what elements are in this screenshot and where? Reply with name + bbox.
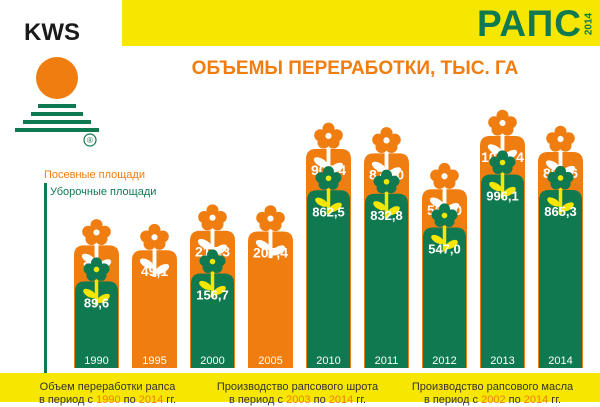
rapeseed-flower-icon bbox=[255, 205, 286, 259]
chart-title: ОБЪЕМЫ ПЕРЕРАБОТКИ, ТЫС. ГА bbox=[191, 58, 519, 79]
rapeseed-flower-icon bbox=[139, 223, 170, 277]
footer-2-title: Производство рапсового шрота bbox=[216, 381, 379, 393]
tick-label-2011: 2011 bbox=[375, 355, 399, 367]
rapeseed-flower-icon bbox=[83, 257, 110, 306]
bar-harvested-label-2010: 862,5 bbox=[312, 204, 345, 219]
footer-band bbox=[0, 373, 600, 402]
registered-mark-text: ® bbox=[87, 136, 93, 145]
footer-block-3: Производство рапсового масла в период с … bbox=[400, 381, 585, 407]
bar-harvested-label-2011: 832,8 bbox=[370, 208, 403, 223]
logo-stripe-2 bbox=[31, 112, 83, 116]
rapeseed-flower-icon bbox=[199, 249, 226, 298]
legend-harvested: Уборочные площади bbox=[50, 186, 157, 198]
tick-label-1995: 1995 bbox=[142, 355, 166, 367]
bar-sown-label-2005: 207,4 bbox=[253, 245, 288, 261]
legend-sown: Посевные площади bbox=[44, 169, 145, 181]
bar-sown-label-1995: 49,1 bbox=[141, 263, 168, 279]
logo-stripe-1 bbox=[38, 104, 76, 108]
kws-logo: KWS ® bbox=[15, 19, 99, 147]
bar-harvested-label-2012: 547,0 bbox=[428, 241, 461, 256]
bar-harvested-2000 bbox=[191, 273, 234, 368]
logo-stripe-4 bbox=[15, 128, 99, 132]
bar-harvested-label-1990: 89,6 bbox=[84, 295, 109, 310]
kws-logo-text: KWS bbox=[24, 19, 80, 46]
bar-harvested-1990 bbox=[75, 281, 118, 368]
bar-harvested-label-2013: 996,1 bbox=[486, 189, 519, 204]
rapeseed-flower-icon bbox=[197, 204, 228, 258]
footer-block-1: Объем переработки рапса в период с 1990 … bbox=[15, 381, 200, 407]
tick-label-1990: 1990 bbox=[84, 355, 108, 367]
footer-1-title: Объем переработки рапса bbox=[39, 381, 176, 393]
logo-sun-icon bbox=[36, 57, 78, 99]
legend-divider bbox=[44, 183, 47, 373]
footer-block-2: Производство рапсового шрота в период с … bbox=[205, 381, 390, 407]
tick-label-2010: 2010 bbox=[316, 355, 340, 367]
bar-harvested-2013 bbox=[481, 174, 524, 368]
rapeseed-flower-icon bbox=[431, 203, 458, 252]
bar-harvested-label-2000: 156,7 bbox=[196, 288, 229, 303]
rapeseed-flower-icon bbox=[545, 125, 576, 179]
registered-mark-icon bbox=[83, 133, 97, 147]
bar-harvested-2011 bbox=[365, 193, 408, 368]
rapeseed-flower-icon bbox=[373, 169, 400, 218]
tick-label-2005: 2005 bbox=[258, 355, 282, 367]
tick-label-2000: 2000 bbox=[200, 355, 224, 367]
bar-harvested-2010 bbox=[307, 190, 350, 368]
header-band bbox=[122, 0, 600, 46]
bar-sown-2005 bbox=[248, 231, 293, 368]
page-title: РАПС bbox=[477, 3, 582, 44]
footer-3-period: в период с 2002 по 2014 гг. bbox=[423, 394, 562, 406]
bar-harvested-label-2014: 865,3 bbox=[544, 204, 577, 219]
footer-3-title: Производство рапсового масла bbox=[411, 381, 574, 393]
footer-2-period: в период с 2003 по 2014 гг. bbox=[228, 394, 367, 406]
rapeseed-flower-icon bbox=[371, 127, 402, 180]
logo-stripe-3 bbox=[23, 120, 91, 124]
footer-1-period: в период с 1990 по 2014 гг. bbox=[38, 394, 177, 406]
rapeseed-flower-icon bbox=[547, 165, 574, 214]
bar-harvested-2012 bbox=[423, 227, 466, 368]
tick-label-2013: 2013 bbox=[490, 355, 514, 367]
rapeseed-flower-icon bbox=[489, 150, 516, 199]
rapeseed-flower-icon bbox=[313, 122, 344, 176]
tick-label-2014: 2014 bbox=[548, 355, 572, 367]
tick-label-2012: 2012 bbox=[432, 355, 456, 367]
rapeseed-flower-icon bbox=[429, 162, 460, 216]
bar-sown-1995 bbox=[132, 250, 177, 368]
rapeseed-flower-icon bbox=[315, 166, 342, 215]
bar-harvested-2014 bbox=[539, 189, 582, 368]
